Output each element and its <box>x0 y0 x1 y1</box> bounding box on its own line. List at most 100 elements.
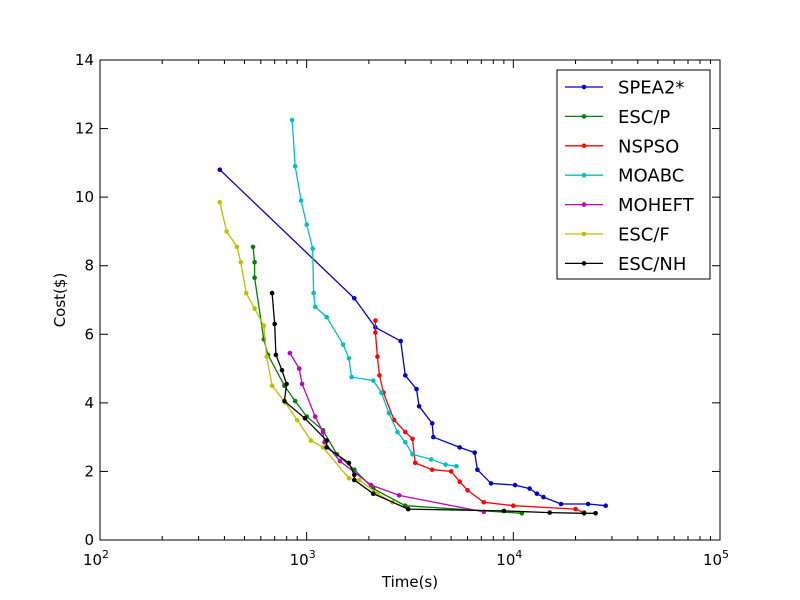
data-point <box>371 491 376 497</box>
y-tick-label: 0 <box>84 531 94 549</box>
x-axis-label: Time(s) <box>381 573 438 591</box>
data-point <box>375 354 380 359</box>
data-point <box>312 414 318 419</box>
data-point <box>403 373 408 378</box>
data-point <box>299 381 305 387</box>
data-point <box>320 429 326 435</box>
data-point <box>448 469 454 474</box>
data-point <box>296 366 302 371</box>
data-point <box>386 410 392 416</box>
legend-item: MOABC <box>565 166 684 187</box>
legend-marker <box>581 114 587 119</box>
data-point <box>373 318 378 323</box>
series-line <box>219 202 409 510</box>
data-point <box>352 477 357 483</box>
data-point <box>396 493 402 498</box>
legend-label: ESC/P <box>618 107 670 128</box>
y-tick-label: 10 <box>75 188 94 206</box>
legend-marker <box>581 231 587 237</box>
series-6 <box>269 290 598 516</box>
x-tick-base: 10 <box>83 551 102 569</box>
x-tick-base: 10 <box>703 551 722 569</box>
data-point <box>284 381 289 387</box>
data-point <box>269 290 275 296</box>
data-point <box>272 321 278 327</box>
data-point <box>292 164 298 169</box>
data-point <box>337 458 343 464</box>
data-point <box>541 494 546 500</box>
data-point <box>217 167 223 172</box>
data-point <box>234 244 240 250</box>
data-point <box>481 500 487 505</box>
data-point <box>398 338 404 344</box>
data-point <box>527 486 532 491</box>
legend-marker <box>581 143 587 149</box>
data-point <box>346 460 352 466</box>
data-point <box>340 342 346 347</box>
x-tick-exponent: 5 <box>722 548 729 561</box>
data-point <box>298 198 304 203</box>
plot-frame <box>99 59 721 541</box>
data-point <box>405 506 411 512</box>
data-point <box>250 244 256 250</box>
data-point <box>287 350 293 356</box>
legend-marker <box>581 84 587 90</box>
y-axis: 0 2 4 6 8 10 12 14 <box>75 51 720 549</box>
data-point <box>558 501 564 507</box>
x-tick-exponent: 3 <box>309 548 316 561</box>
y-tick-label: 6 <box>84 325 94 343</box>
y-tick-label: 2 <box>84 462 94 480</box>
data-point <box>547 510 552 515</box>
data-point <box>593 511 598 516</box>
data-point <box>357 477 362 483</box>
legend: SPEA2* ESC/P NSPSO MOABC MOHEFT ESC/F ESC/NH <box>556 69 711 280</box>
data-point <box>465 488 470 493</box>
data-point <box>410 452 415 457</box>
data-point <box>395 429 400 435</box>
y-tick-label: 8 <box>84 257 94 275</box>
legend-label: SPEA2* <box>618 78 684 99</box>
data-point <box>302 416 308 421</box>
y-tick-label: 12 <box>75 120 94 138</box>
data-point <box>443 462 448 467</box>
series-layer <box>217 117 608 516</box>
data-point <box>346 356 352 361</box>
data-point <box>457 445 463 450</box>
data-point <box>308 438 314 443</box>
data-point <box>512 482 518 488</box>
data-point <box>414 386 419 392</box>
series-3 <box>289 117 459 469</box>
data-point <box>511 503 516 509</box>
series-0 <box>217 167 608 509</box>
x-tick-label: 102 <box>83 548 109 569</box>
x-tick-label: 103 <box>290 548 316 569</box>
data-point <box>410 436 415 442</box>
legend-marker <box>581 202 587 207</box>
data-point <box>292 398 298 404</box>
data-point <box>429 421 435 426</box>
y-tick-label: 4 <box>84 394 94 412</box>
legend-marker <box>581 172 587 178</box>
data-point <box>379 390 384 395</box>
data-point <box>311 290 316 296</box>
data-point <box>294 417 300 423</box>
data-point <box>352 296 357 301</box>
data-point <box>429 467 435 473</box>
data-point <box>282 398 287 404</box>
data-point <box>371 378 376 383</box>
data-point <box>457 479 463 485</box>
data-point <box>324 445 330 450</box>
legend-item: SPEA2* <box>565 78 684 99</box>
data-point <box>377 373 382 378</box>
data-point <box>273 352 279 358</box>
x-tick-label: 104 <box>496 548 522 569</box>
legend-item: MOHEFT <box>565 195 695 216</box>
data-point <box>373 330 378 335</box>
data-point <box>454 464 459 469</box>
data-point <box>264 354 269 359</box>
data-point <box>368 482 374 488</box>
data-point <box>349 374 354 380</box>
data-point <box>412 460 418 466</box>
legend-label: NSPSO <box>618 136 679 157</box>
